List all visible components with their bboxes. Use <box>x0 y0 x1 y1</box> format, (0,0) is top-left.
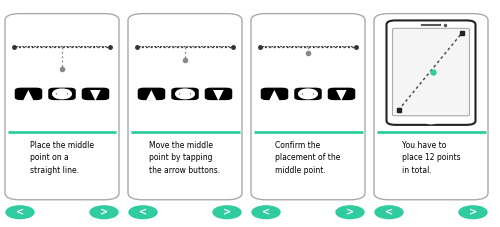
Circle shape <box>459 206 487 219</box>
Text: ▲: ▲ <box>269 87 280 101</box>
FancyBboxPatch shape <box>294 88 322 100</box>
Text: >: > <box>223 207 231 217</box>
FancyBboxPatch shape <box>138 88 165 100</box>
Circle shape <box>303 92 313 96</box>
Circle shape <box>252 206 280 219</box>
Text: <: < <box>16 207 24 217</box>
FancyBboxPatch shape <box>171 88 198 100</box>
FancyBboxPatch shape <box>261 88 288 100</box>
Circle shape <box>375 206 403 219</box>
FancyBboxPatch shape <box>386 20 476 125</box>
FancyBboxPatch shape <box>128 14 242 200</box>
Circle shape <box>299 90 317 98</box>
FancyBboxPatch shape <box>374 14 488 200</box>
Text: Move the middle
point by tapping
the arrow buttons.: Move the middle point by tapping the arr… <box>150 141 220 175</box>
Circle shape <box>90 206 118 219</box>
FancyBboxPatch shape <box>5 14 119 200</box>
Circle shape <box>213 206 241 219</box>
Circle shape <box>176 90 194 98</box>
Text: Confirm the
placement of the
middle point.: Confirm the placement of the middle poin… <box>276 141 340 175</box>
FancyBboxPatch shape <box>48 88 76 100</box>
FancyBboxPatch shape <box>82 88 109 100</box>
Text: ▲: ▲ <box>23 87 34 101</box>
FancyBboxPatch shape <box>251 14 365 200</box>
FancyBboxPatch shape <box>328 88 355 100</box>
Text: ▲: ▲ <box>146 87 157 101</box>
Text: ▼: ▼ <box>90 87 101 101</box>
Text: <: < <box>139 207 147 217</box>
FancyBboxPatch shape <box>205 88 232 100</box>
Text: ▼: ▼ <box>336 87 347 101</box>
Text: Place the middle
point on a
straight line.: Place the middle point on a straight lin… <box>30 141 94 175</box>
Circle shape <box>424 118 438 124</box>
FancyBboxPatch shape <box>392 28 469 116</box>
Text: <: < <box>262 207 270 217</box>
Text: You have to
place 12 points
in total.: You have to place 12 points in total. <box>402 141 460 175</box>
Circle shape <box>129 206 157 219</box>
Text: >: > <box>346 207 354 217</box>
Circle shape <box>6 206 34 219</box>
Circle shape <box>57 92 67 96</box>
Circle shape <box>336 206 364 219</box>
Text: >: > <box>469 207 477 217</box>
Circle shape <box>180 92 190 96</box>
Text: >: > <box>100 207 108 217</box>
Text: ▼: ▼ <box>213 87 224 101</box>
Circle shape <box>53 90 71 98</box>
FancyBboxPatch shape <box>15 88 42 100</box>
Text: <: < <box>385 207 393 217</box>
